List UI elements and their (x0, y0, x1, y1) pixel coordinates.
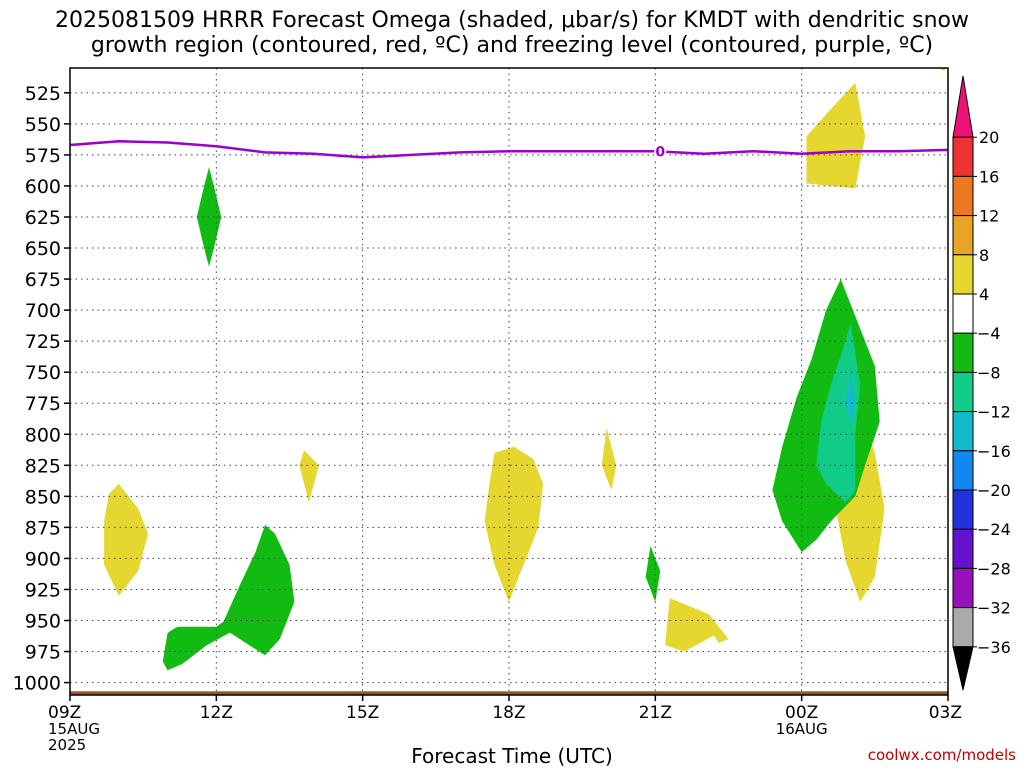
colorbar-segment (952, 489, 974, 530)
omega-positive-4to8-region (484, 446, 544, 602)
x-tick-label: 03Z (929, 703, 962, 723)
x-tick-label: 18Z (492, 703, 525, 723)
colorbar-level-label: 4 (979, 285, 989, 304)
y-tick-label: 750 (25, 362, 61, 384)
x-tick-label: 2025 (48, 736, 86, 754)
freezing-level-contour: 0 (69, 140, 949, 160)
y-tick-label: 825 (25, 455, 61, 477)
freezing-level-label: 0 (655, 144, 665, 160)
freezing-level-line (69, 140, 949, 159)
colorbar-level-label: −16 (977, 442, 1011, 461)
x-tick-label: 15AUG (48, 720, 100, 738)
y-tick-label: 575 (25, 145, 61, 167)
colorbar-level-label: −4 (977, 324, 1001, 343)
colorbar-segment (952, 332, 974, 373)
omega-shaded-regions (104, 68, 948, 671)
omega-positive-4to8-region (601, 428, 617, 491)
colorbar-level-label: 12 (979, 207, 999, 226)
omega-negative-m8to-m12-region (816, 322, 861, 503)
omega-positive-4to8-region (806, 82, 866, 189)
colorbar-segment (952, 607, 974, 648)
y-tick-label: 650 (25, 238, 61, 260)
terrain-band (70, 691, 948, 695)
colorbar-segment (952, 528, 974, 569)
colorbar-level-label: −8 (977, 363, 1001, 382)
colorbar-segment (952, 215, 974, 256)
colorbar-level-label: −24 (977, 520, 1011, 539)
y-tick-label: 625 (25, 207, 61, 229)
colorbar-segment (952, 371, 974, 413)
colorbar-segment (952, 450, 974, 491)
x-tick-label: 16AUG (776, 720, 828, 738)
y-tick-label: 875 (25, 517, 61, 539)
omega-negative-m4to-m8-region (645, 546, 661, 602)
colorbar-segment (952, 567, 974, 609)
colorbar-level-label: −12 (977, 403, 1011, 422)
omega-positive-4to8-region (665, 595, 729, 652)
colorbar-level-label: −32 (977, 599, 1011, 618)
y-tick-label: 525 (25, 83, 61, 105)
y-tick-label: 975 (25, 642, 61, 664)
colorbar-segment (952, 254, 974, 295)
chart-title-line-2: growth region (contoured, red, ºC) and f… (90, 33, 934, 58)
colorbar-level-label: −28 (977, 559, 1011, 578)
colorbar-segment (952, 136, 974, 177)
x-tick-label: 12Z (200, 703, 233, 723)
y-tick-label: 725 (25, 331, 61, 353)
colorbar-top-triangle (952, 75, 974, 138)
x-axis-label: Forecast Time (UTC) (411, 744, 613, 768)
colorbar-level-label: −36 (977, 638, 1011, 657)
freezing-label-bg (654, 143, 667, 160)
y-tick-label: 1000 (13, 673, 61, 695)
y-tick-label: 850 (25, 486, 61, 508)
colorbar: 20 16 12 8 4 −4 −8 −12 −16 −20 −24 −28 −32 −36 (952, 75, 1011, 691)
colorbar-segment (952, 293, 974, 334)
y-tick-label: 550 (25, 114, 61, 136)
omega-negative-m12to-m16-region (845, 372, 856, 422)
colorbar-level-label: −20 (977, 481, 1011, 500)
colorbar-bottom-triangle (952, 646, 974, 691)
colorbar-level-label: 20 (979, 128, 999, 147)
y-tick-label: 700 (25, 300, 61, 322)
terrain-fill (70, 691, 948, 695)
y-tick-label: 925 (25, 579, 61, 601)
x-tick-label: 09Z (48, 703, 81, 723)
y-tick-label: 600 (25, 176, 61, 198)
y-tick-label: 775 (25, 393, 61, 415)
y-tick-label: 800 (25, 424, 61, 446)
omega-positive-4to8-region (104, 483, 148, 596)
omega-positive-4to8-region (299, 450, 319, 503)
colorbar-level-label: 16 (979, 167, 999, 186)
x-tick-label: 21Z (639, 703, 672, 723)
colorbar-level-label: 8 (979, 246, 989, 265)
omega-negative-m4to-m8-region (221, 524, 295, 656)
x-tick-label: 15Z (346, 703, 379, 723)
colorbar-segment (952, 411, 974, 452)
chart-title-line-1: 2025081509 HRRR Forecast Omega (shaded, … (55, 8, 969, 33)
y-tick-label: 950 (25, 611, 61, 633)
y-axis: 525 550 575 600 625 650 675 700 725 750 775 800 825 8… (13, 83, 70, 695)
y-tick-label: 900 (25, 548, 61, 570)
y-tick-label: 675 (25, 269, 61, 291)
credit-text: coolwx.com/models (867, 746, 1016, 764)
x-tick-label: 00Z (785, 703, 818, 723)
colorbar-segment (952, 175, 974, 217)
